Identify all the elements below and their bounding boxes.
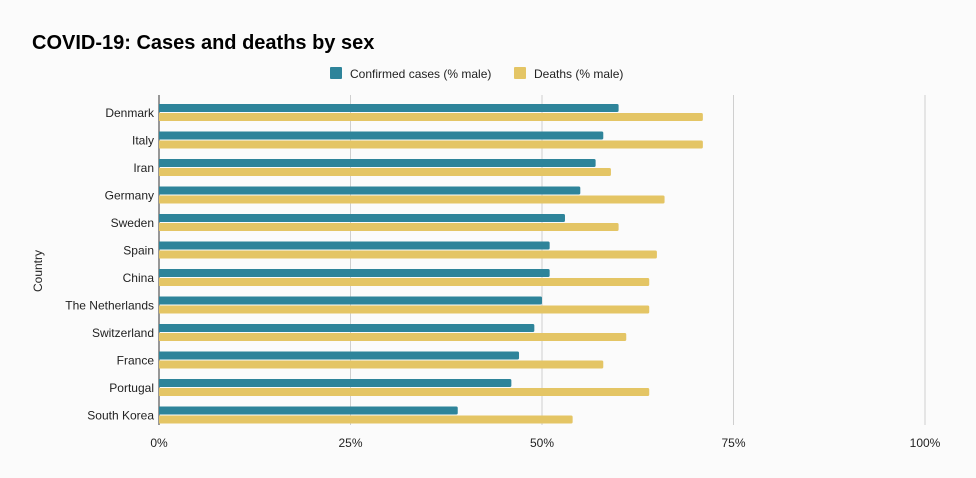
bar-deaths[interactable]: [159, 168, 611, 176]
bar-cases[interactable]: [159, 241, 550, 250]
x-axis-ticks: 0% 25% 50% 75% 100%: [150, 436, 940, 450]
bar-deaths[interactable]: [159, 333, 627, 341]
x-tick-label: 25%: [338, 436, 362, 450]
legend: Confirmed cases (% male) Deaths (% male): [330, 67, 623, 81]
legend-label-deaths: Deaths (% male): [534, 67, 623, 81]
bar-deaths[interactable]: [158, 223, 619, 231]
bar-cases[interactable]: [159, 269, 550, 277]
bar-deaths[interactable]: [159, 278, 650, 286]
bar-cases[interactable]: [158, 214, 565, 222]
bar-cases[interactable]: [158, 324, 535, 332]
legend-label-cases: Confirmed cases (% male): [350, 67, 491, 81]
bar-cases[interactable]: [159, 159, 596, 167]
bar-deaths[interactable]: [159, 305, 650, 314]
bar-cases[interactable]: [159, 351, 520, 360]
bar-deaths[interactable]: [159, 195, 665, 204]
bar-deaths[interactable]: [159, 250, 657, 259]
bar-cases[interactable]: [159, 379, 512, 387]
legend-swatch-deaths: [514, 67, 526, 79]
bar-cases[interactable]: [159, 406, 458, 415]
bar-cases[interactable]: [159, 186, 581, 195]
y-tick-label: Iran: [133, 161, 154, 175]
grid: [158, 95, 926, 425]
y-tick-label: The Netherlands: [65, 299, 154, 313]
y-tick-label: Sweden: [111, 216, 154, 230]
y-axis-title: Country: [31, 250, 45, 292]
y-tick-label: South Korea: [87, 409, 154, 423]
x-tick-label: 0%: [150, 436, 168, 450]
bar-cases[interactable]: [159, 131, 604, 140]
bar-deaths[interactable]: [159, 415, 573, 424]
legend-swatch-cases: [330, 67, 342, 79]
x-tick-label: 75%: [721, 436, 745, 450]
y-tick-label: Portugal: [109, 381, 154, 395]
y-tick-label: Italy: [132, 134, 154, 148]
y-axis-labels: Denmark Italy Iran Germany Sweden Spain China T…: [65, 106, 155, 423]
bar-deaths[interactable]: [159, 388, 650, 396]
chart-title: COVID-19: Cases and deaths by sex: [32, 32, 374, 54]
y-tick-label: Switzerland: [92, 326, 154, 340]
y-tick-label: Denmark: [105, 106, 155, 120]
bars: [158, 104, 703, 424]
bar-cases[interactable]: [159, 296, 542, 305]
bar-deaths[interactable]: [159, 140, 703, 149]
x-tick-label: 50%: [530, 436, 554, 450]
y-tick-label: Spain: [123, 244, 154, 258]
y-tick-label: France: [117, 354, 155, 368]
bar-deaths[interactable]: [159, 360, 604, 369]
x-tick-label: 100%: [910, 436, 941, 450]
bar-cases[interactable]: [158, 104, 619, 112]
y-tick-label: China: [123, 271, 155, 285]
bar-deaths[interactable]: [159, 113, 703, 121]
y-tick-label: Germany: [105, 189, 154, 203]
